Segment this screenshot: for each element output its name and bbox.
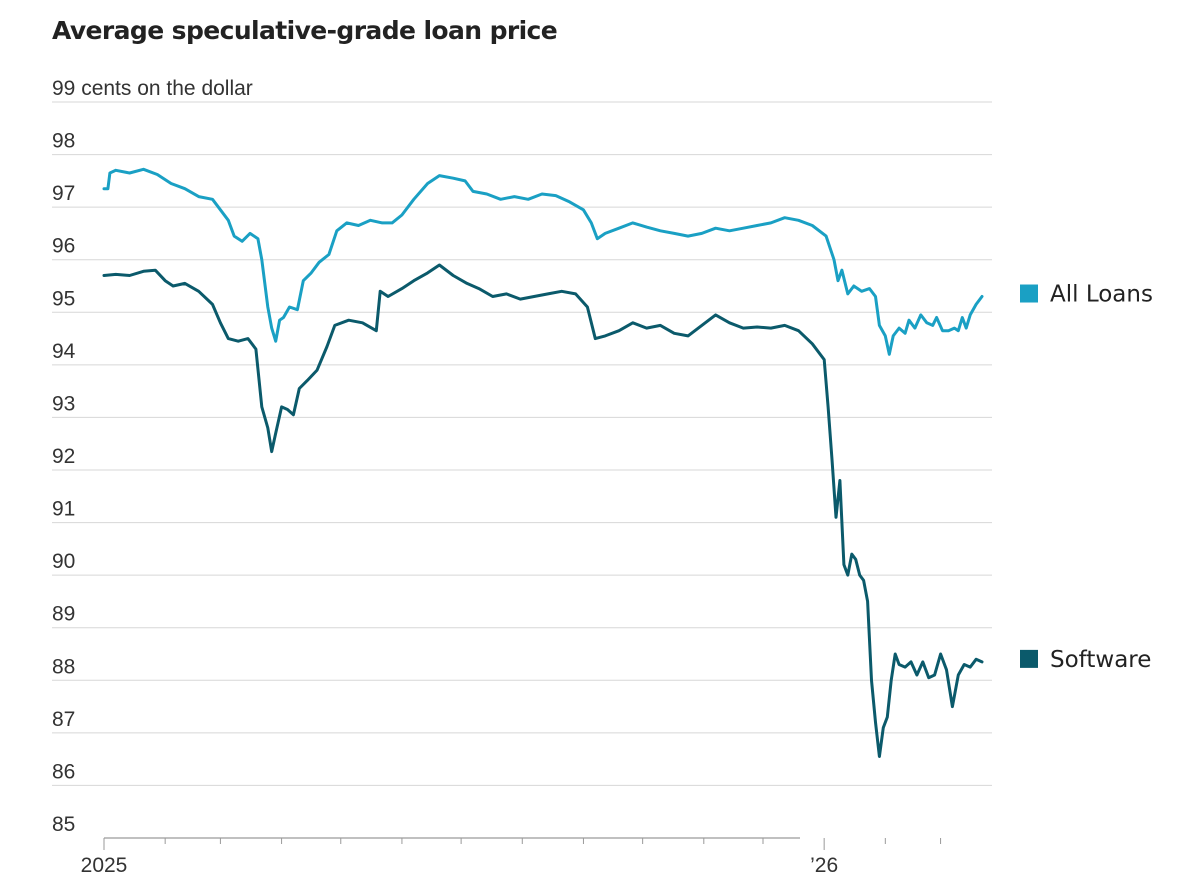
chart-title: Average speculative-grade loan price: [52, 16, 558, 45]
y-tick-label-91: 91: [52, 498, 75, 521]
series-layer: [102, 167, 984, 758]
series-line-software: [102, 263, 984, 758]
legend-layer: All Loans Software: [1020, 282, 1153, 673]
y-tick-label-92: 92: [52, 445, 75, 468]
y-tick-label-99: 99 cents on the dollar: [52, 77, 253, 100]
y-tick-label-95: 95: [52, 287, 75, 310]
series-line-all-loans: [102, 167, 984, 356]
y-tick-label-90: 90: [52, 550, 75, 573]
y-tick-label-94: 94: [52, 340, 76, 363]
y-tick-label-96: 96: [52, 235, 75, 258]
y-tick-label-85: 85: [52, 813, 75, 836]
legend-swatch-1: [1020, 649, 1038, 668]
y-tick-label-86: 86: [52, 760, 75, 783]
y-tick-label-88: 88: [52, 655, 75, 678]
grid-layer: [52, 101, 992, 786]
y-tick-label-93: 93: [52, 392, 75, 415]
y-tick-label-98: 98: [52, 130, 75, 153]
y-tick-label-87: 87: [52, 708, 75, 731]
x-tick-label-0: 2025: [81, 854, 128, 877]
axis-layer: 85 86 87 88 89 90 91 92 93 94 95 96 97 98 99 cents on …: [52, 77, 942, 877]
y-tick-label-89: 89: [52, 603, 75, 626]
y-tick-label-97: 97: [52, 182, 75, 205]
x-tick-label-1: ’26: [810, 854, 838, 877]
legend-label-1: Software: [1050, 647, 1151, 673]
legend-label-0: All Loans: [1050, 282, 1153, 308]
legend-swatch-0: [1020, 284, 1038, 303]
